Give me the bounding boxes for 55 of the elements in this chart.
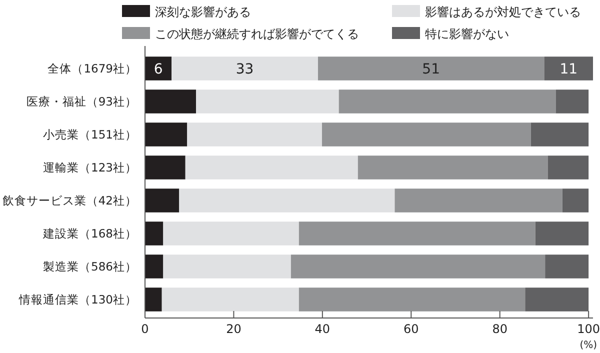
bar [562, 188, 589, 212]
x-tick-label: 0 [141, 322, 149, 336]
bar [525, 288, 589, 312]
data-label: 33 [236, 62, 254, 78]
y-tick-label: 飲食サービス業（42社） [2, 194, 137, 208]
bar [556, 90, 589, 114]
bar [318, 56, 544, 80]
bar [163, 254, 291, 278]
bar [394, 188, 562, 212]
bar [185, 156, 358, 180]
bar [145, 90, 196, 114]
x-tick-label: 20 [226, 322, 242, 336]
legend-label: 深刻な影響がある [155, 5, 251, 19]
bar [298, 288, 526, 312]
bar [145, 122, 188, 146]
bar [145, 254, 164, 278]
bar [172, 56, 318, 80]
x-tick-label: 80 [492, 322, 508, 336]
x-tick-label: 60 [404, 322, 419, 336]
bar [145, 288, 162, 312]
y-tick-label: 医療・福祉（93社） [26, 94, 137, 108]
bar [145, 222, 164, 246]
bar [179, 188, 395, 212]
bar [544, 56, 593, 80]
legend-label: 特に影響がない [425, 27, 509, 41]
bar [535, 222, 589, 246]
bar [322, 122, 531, 146]
y-tick-label: 小売業（151社） [43, 128, 137, 142]
legend-label: この状態が継続すれば影響がでてくる [155, 27, 359, 41]
bar [358, 156, 548, 180]
bar [196, 90, 339, 114]
y-tick-label: 情報通信業（130社） [18, 292, 137, 306]
bar [187, 122, 322, 146]
y-tick-label: 建設業（168社） [42, 226, 137, 240]
bar [548, 156, 589, 180]
bar [145, 56, 172, 80]
data-label: 6 [154, 62, 163, 78]
legend-label: 影響はあるが対処できている [425, 5, 581, 19]
x-tick-label: 100 [577, 322, 600, 336]
bar [145, 156, 186, 180]
y-tick-label: 運輸業（123社） [43, 160, 137, 174]
x-tick-label: 40 [314, 322, 330, 336]
bar [290, 254, 546, 278]
data-label: 11 [560, 62, 578, 78]
y-tick-label: 製造業（586社） [43, 260, 137, 274]
y-tick-label: 全体（1679社） [48, 62, 137, 76]
bar [162, 288, 299, 312]
x-axis-title: (%) [580, 340, 598, 351]
bar [145, 188, 180, 212]
bar [530, 122, 589, 146]
bar [298, 222, 536, 246]
data-label: 51 [422, 62, 440, 78]
bar [545, 254, 589, 278]
bar [338, 90, 556, 114]
bar [163, 222, 299, 246]
